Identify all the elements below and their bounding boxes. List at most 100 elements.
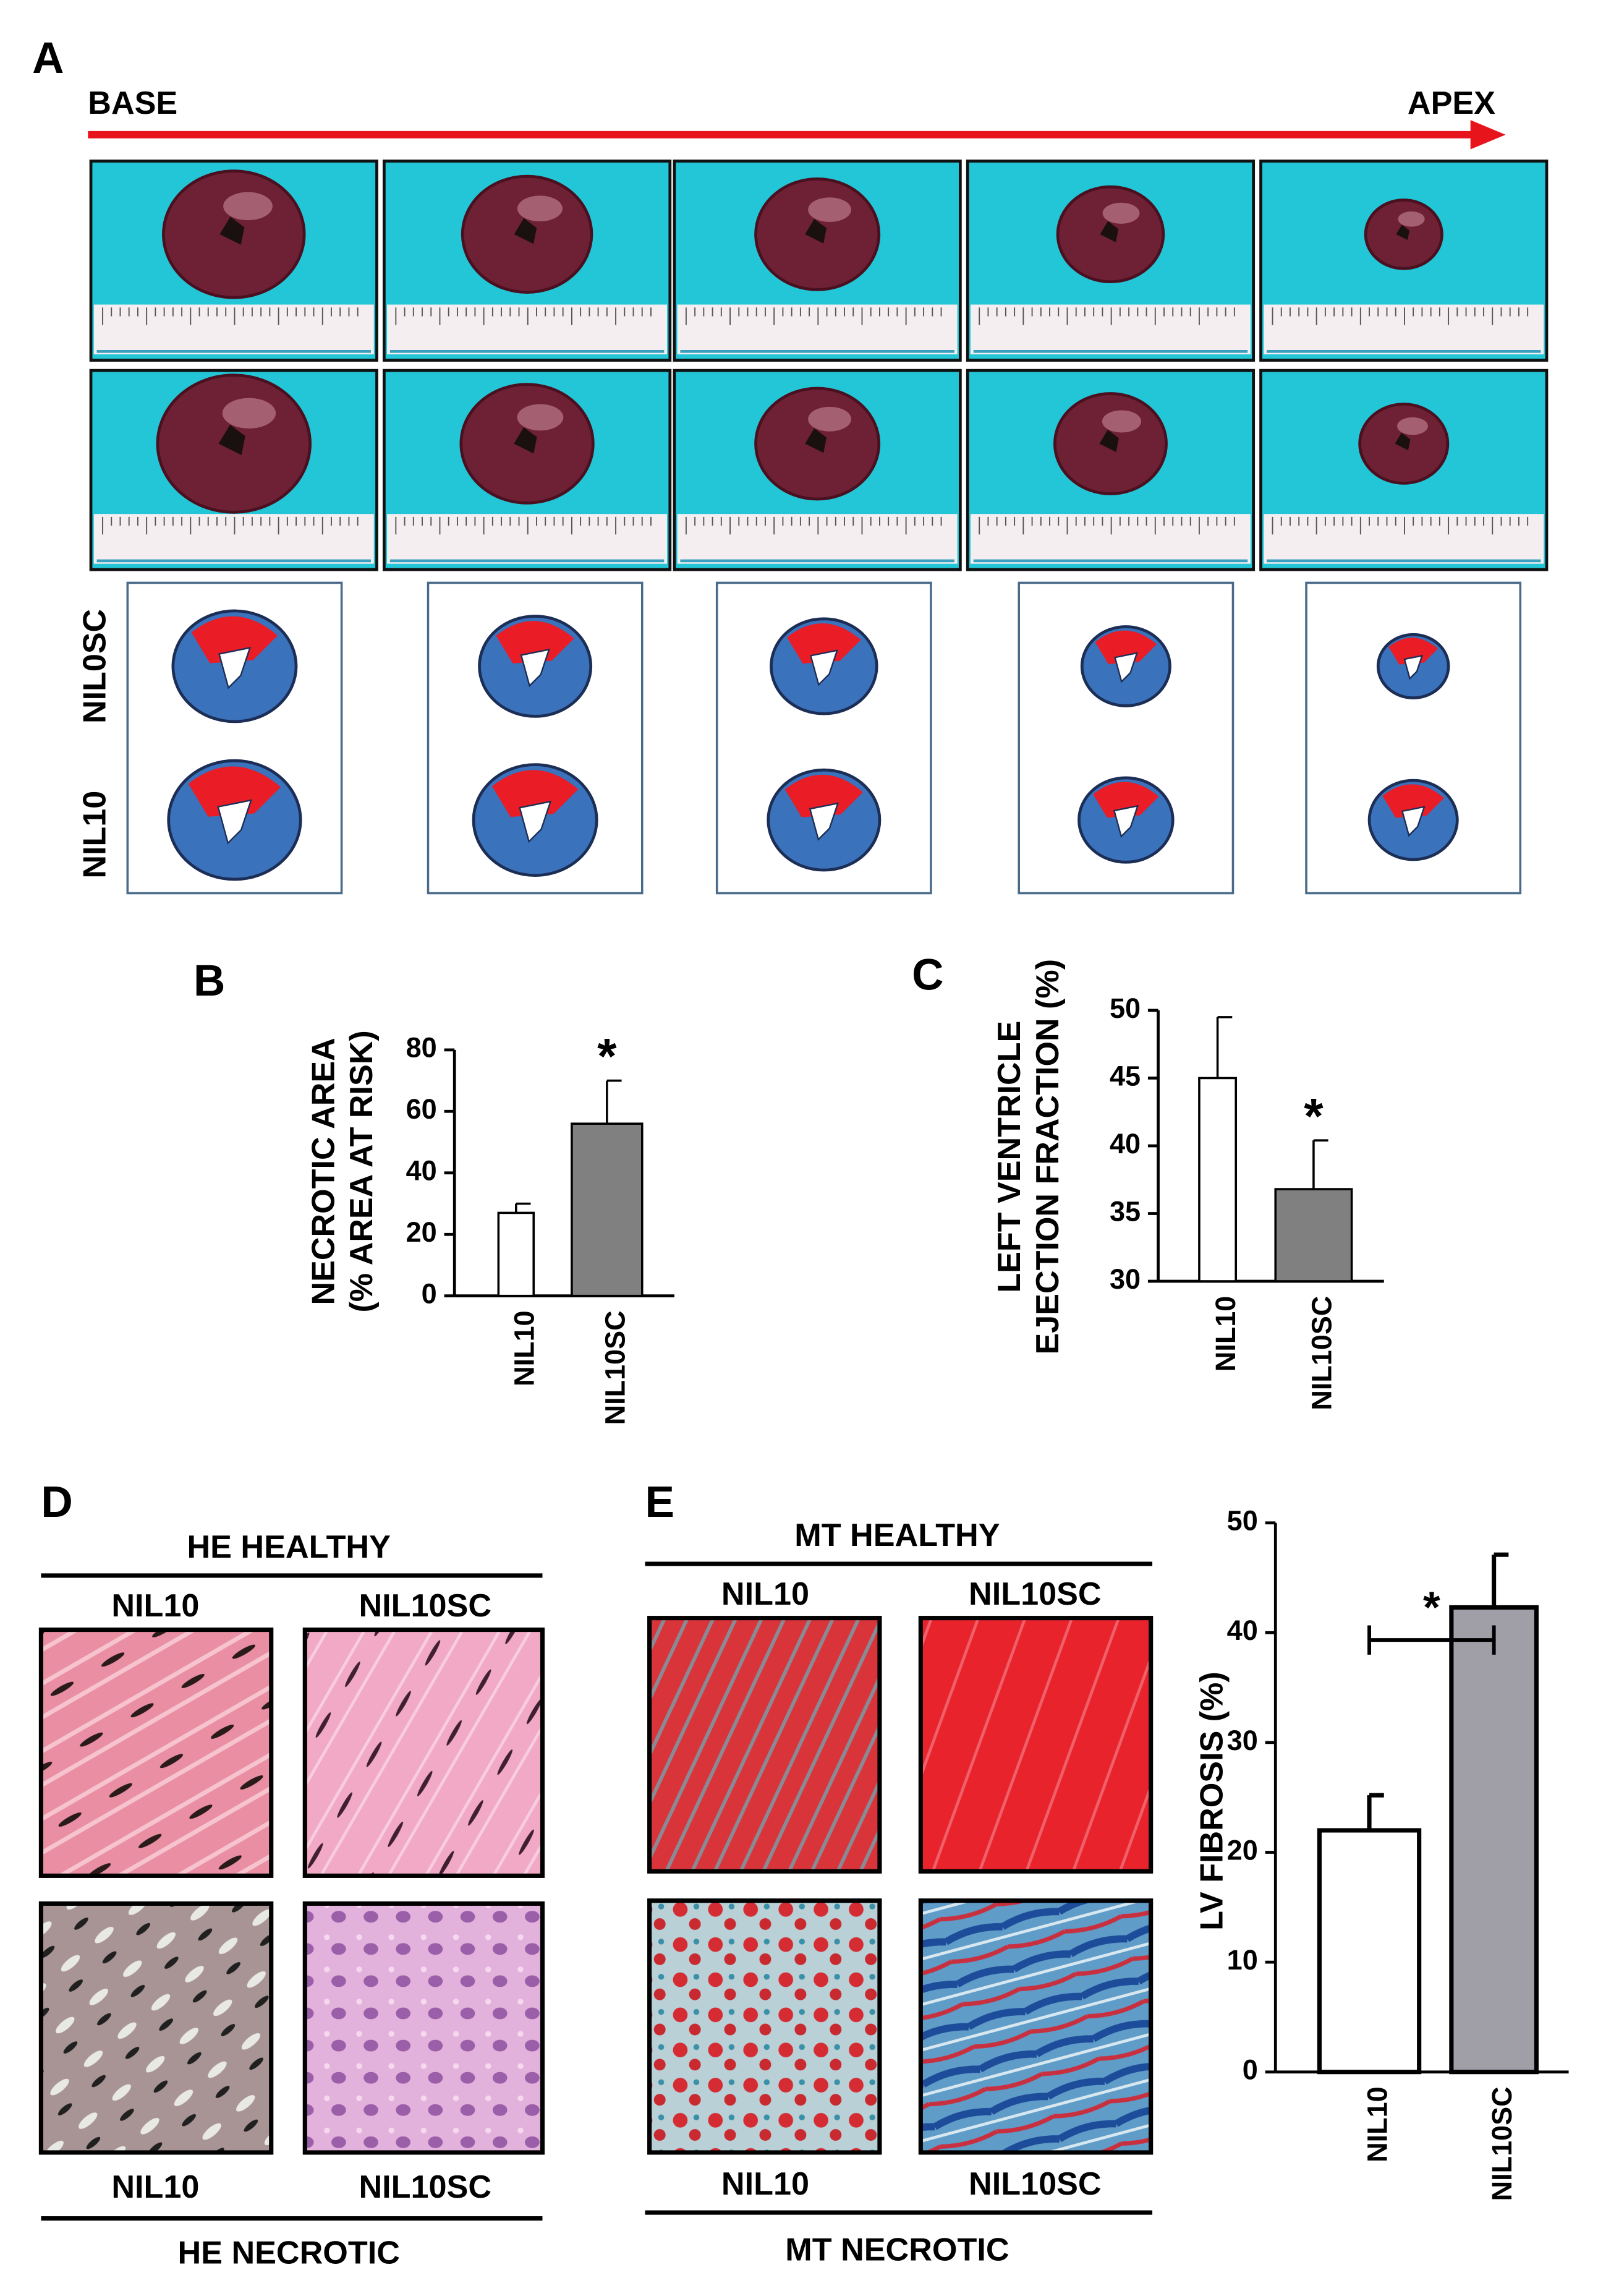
y-axis-label: EJECTION FRACTION (%) — [1030, 959, 1066, 1355]
y-tick-label: 60 — [406, 1093, 437, 1125]
heart-lumen — [805, 428, 827, 453]
bar — [1198, 1077, 1238, 1282]
infarct-area — [496, 621, 574, 664]
y-tick-label: 40 — [406, 1155, 437, 1187]
group-title: MT HEALTHY — [794, 1517, 1000, 1553]
image-label: NIL10SC — [359, 2169, 491, 2205]
lumen — [1113, 804, 1139, 838]
y-axis-label: LEFT VENTRICLE — [992, 1021, 1027, 1293]
y-tick-label: 40 — [1110, 1128, 1141, 1159]
heart-slice-highlight — [223, 192, 273, 221]
image-label: NIL10SC — [969, 1576, 1102, 1612]
ruler — [677, 304, 958, 355]
ruler — [970, 304, 1251, 355]
significance: * — [1304, 1088, 1324, 1144]
x-tick-label: NIL10 — [1362, 2086, 1393, 2162]
lumen — [809, 802, 839, 841]
y-tick-label: 0 — [1243, 2054, 1258, 2086]
infarct-area — [1388, 638, 1439, 665]
heart-lumen — [1099, 430, 1119, 452]
histology-image — [302, 1901, 545, 2155]
error-bar — [515, 1202, 531, 1213]
lumen — [809, 649, 838, 686]
lumen — [1401, 806, 1426, 837]
heart-lumen — [1396, 224, 1410, 241]
panel-label: C — [912, 951, 943, 1000]
bar — [1274, 1188, 1353, 1282]
histology-image — [38, 1901, 274, 2155]
ruler — [93, 304, 374, 355]
ruler — [387, 304, 668, 355]
error-bar — [1312, 1139, 1328, 1190]
heart-lumen — [1395, 432, 1411, 451]
arrow-start-label: BASE — [88, 85, 177, 121]
image-label: NIL10SC — [969, 2166, 1102, 2202]
image-label: NIL10 — [111, 1588, 199, 1624]
panel-label: E — [645, 1478, 674, 1527]
arrow-end-label: APEX — [1408, 85, 1495, 121]
heart-slice-highlight — [808, 406, 851, 432]
bar — [571, 1122, 644, 1297]
significance-bracket — [1367, 1625, 1496, 1655]
bar — [497, 1211, 535, 1297]
heart-photos — [89, 160, 1549, 571]
group-title: HE NECROTIC — [178, 2235, 400, 2271]
panel-label: D — [41, 1478, 72, 1527]
y-tick-label: 10 — [1227, 1944, 1258, 1976]
infarct-area — [787, 623, 861, 664]
y-tick-label: 20 — [406, 1216, 437, 1248]
infarct-area — [1093, 782, 1159, 818]
heart-lumen — [514, 427, 537, 454]
bar — [1317, 1828, 1422, 2075]
panel-label: B — [193, 957, 225, 1005]
y-tick-label: 50 — [1110, 992, 1141, 1024]
heart-lumen — [805, 219, 827, 244]
y-tick-label: 30 — [1227, 1725, 1258, 1756]
histology-image — [647, 1898, 882, 2155]
lumen — [520, 648, 550, 688]
y-tick-label: 0 — [422, 1278, 437, 1310]
infarct-area — [188, 766, 281, 817]
histology-image — [302, 1628, 545, 1878]
heart-slice-highlight — [517, 195, 563, 222]
image-label: NIL10 — [721, 1576, 809, 1612]
group-title: HE HEALTHY — [187, 1529, 390, 1565]
y-axis-label: (% AREA AT RISK) — [344, 1030, 380, 1312]
row-label: NIL10 — [77, 791, 113, 879]
significance: * — [597, 1029, 617, 1085]
heart-lumen — [1100, 221, 1119, 242]
ruler — [93, 514, 374, 564]
x-tick-label: NIL10SC — [599, 1310, 631, 1425]
histology-image — [38, 1628, 274, 1878]
y-tick-label: 40 — [1227, 1615, 1258, 1646]
heart-slice-highlight — [1102, 410, 1142, 433]
group-title: MT NECROTIC — [785, 2232, 1009, 2268]
image-label: NIL10 — [721, 2166, 809, 2202]
ruler — [1264, 304, 1544, 355]
y-axis-label: LV FIBROSIS (%) — [1194, 1671, 1230, 1931]
y-tick-label: 45 — [1110, 1060, 1141, 1091]
infarct-area — [1382, 784, 1444, 818]
row-label: NIL0SC — [77, 609, 113, 723]
histology-image — [918, 1898, 1154, 2155]
heart-lumen — [218, 424, 245, 455]
heart-slice-highlight — [1102, 202, 1140, 224]
infarct-area — [491, 770, 579, 817]
error-bar — [1216, 1016, 1233, 1078]
y-tick-label: 80 — [406, 1032, 437, 1064]
error-bar — [1367, 1793, 1384, 1830]
heart-slice-highlight — [1398, 211, 1425, 227]
heart-slice-highlight — [517, 404, 564, 431]
x-tick-label: NIL10 — [1210, 1296, 1241, 1372]
lumen — [519, 800, 552, 843]
heart-slice-highlight — [1397, 417, 1428, 435]
infarct-area — [191, 616, 278, 664]
lumen — [1403, 654, 1424, 680]
y-axis-label: NECROTIC AREA — [305, 1038, 341, 1305]
ruler — [677, 514, 958, 564]
histology-image — [918, 1616, 1154, 1874]
significance: * — [1423, 1584, 1440, 1632]
heart-diagrams — [126, 581, 1522, 895]
